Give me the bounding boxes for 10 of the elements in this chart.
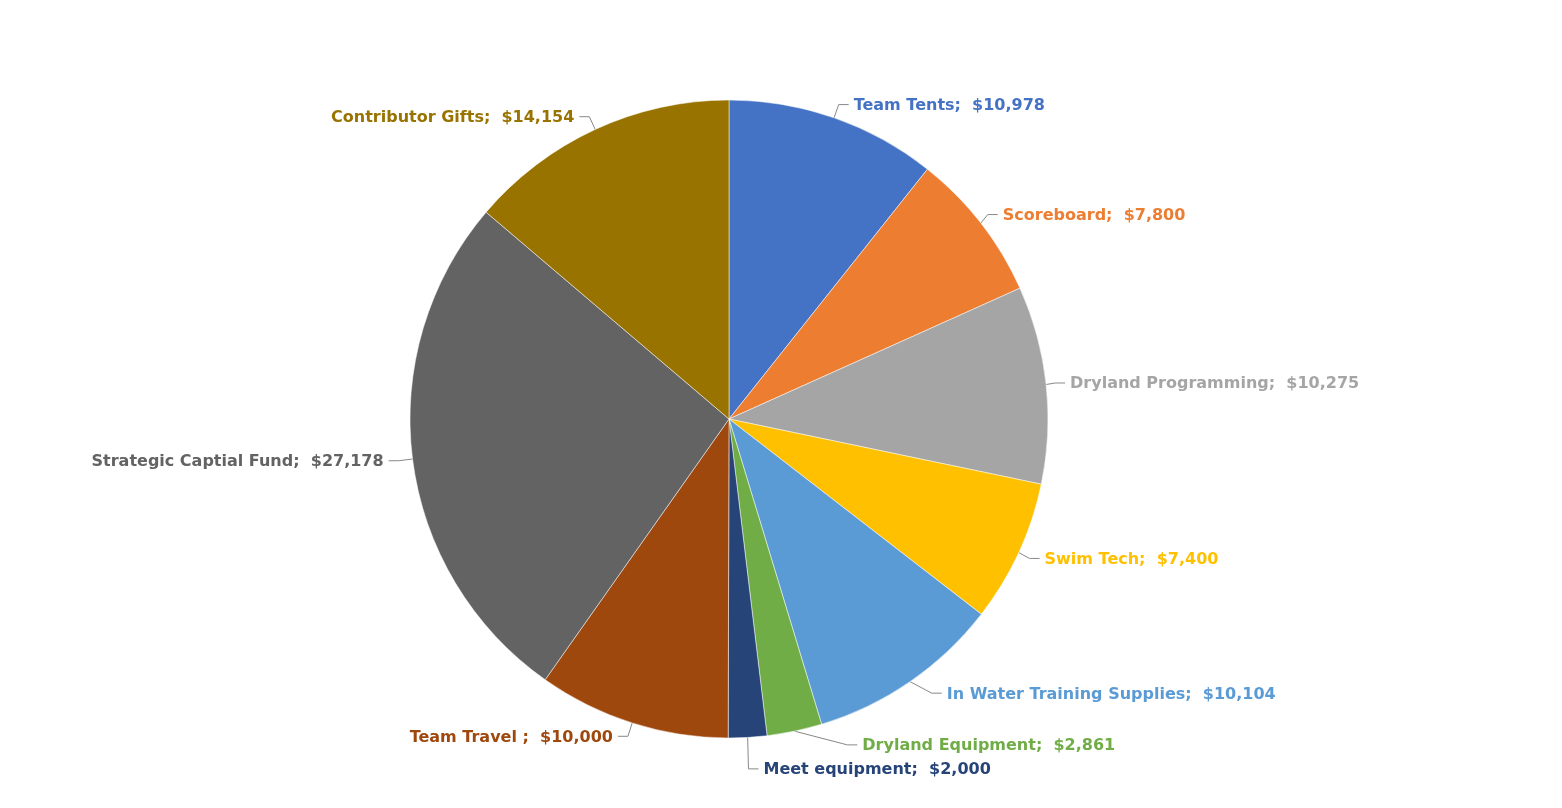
slice-label: Dryland Programming; $10,275 xyxy=(1070,373,1360,393)
slice-label: Scoreboard; $7,800 xyxy=(1002,205,1186,225)
slice-label: Contributor Gifts; $14,154 xyxy=(331,107,575,127)
slice-label: Swim Tech; $7,400 xyxy=(1044,548,1219,568)
slice-label: Team Tents; $10,978 xyxy=(853,95,1045,115)
slice-label: In Water Training Supplies; $10,104 xyxy=(946,683,1276,703)
slice-label: Team Travel ; $10,000 xyxy=(409,726,613,746)
slice-label: Strategic Captial Fund; $27,178 xyxy=(91,451,384,471)
slice-label: Meet equipment; $2,000 xyxy=(763,759,991,779)
slice-label: Dryland Equipment; $2,861 xyxy=(862,735,1116,755)
